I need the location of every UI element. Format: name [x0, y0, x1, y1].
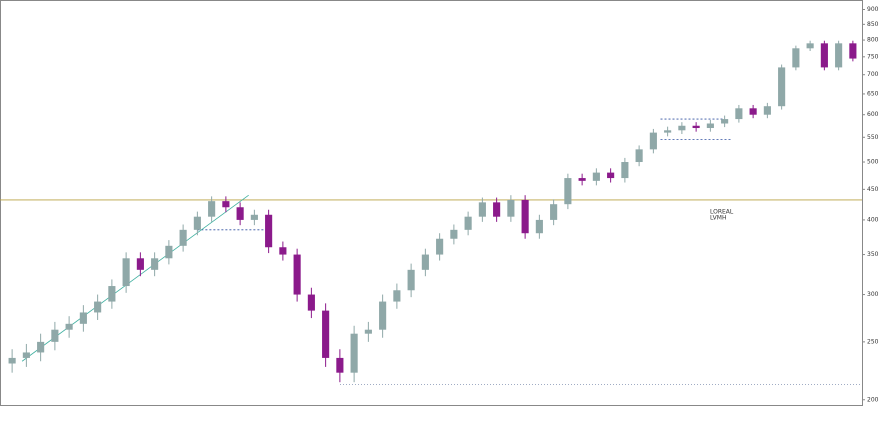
annotation: LOREAL [710, 209, 734, 216]
plot-frame [0, 0, 863, 406]
candle-body [222, 201, 230, 208]
y-tick-label: 500 [867, 159, 879, 166]
y-tick-label: 300 [867, 291, 879, 298]
y-tick-label: 550 [867, 134, 879, 141]
candle-body [165, 245, 173, 259]
candle-body [37, 341, 45, 353]
candle-body [464, 216, 472, 230]
y-tick-label: 450 [867, 186, 879, 193]
candle-body [692, 125, 700, 129]
candle-body [393, 290, 401, 302]
candle-body [208, 201, 216, 217]
candle-body [806, 43, 814, 49]
candle-body [122, 258, 130, 287]
candle-body [664, 130, 672, 133]
candle-body [578, 178, 586, 181]
candle-body [607, 172, 615, 179]
candle-body [649, 132, 657, 150]
trend-line [21, 194, 249, 362]
candle-body [236, 207, 244, 220]
y-tick-label: 700 [867, 71, 879, 78]
candle-body [735, 108, 743, 120]
candle-body [293, 254, 301, 295]
candle-body [535, 219, 543, 234]
candle-body [421, 254, 429, 270]
candle-body [849, 43, 857, 59]
candle-body [835, 43, 843, 68]
candle-body [79, 312, 87, 324]
candle-body [336, 357, 344, 373]
candle-body [250, 214, 258, 220]
candle-body [307, 294, 315, 311]
candle-body [450, 229, 458, 239]
candle-body [493, 202, 501, 217]
candle-body [22, 352, 30, 358]
candle-body [820, 43, 828, 68]
y-tick-label: 600 [867, 111, 879, 118]
candle-body [706, 123, 714, 129]
candle-body [94, 301, 102, 313]
candle-body [621, 162, 629, 179]
candle-body [108, 286, 116, 302]
candle-body [379, 301, 387, 330]
candle-body [721, 119, 729, 124]
annotation: LVMH [710, 215, 726, 222]
candle-body [136, 258, 144, 270]
y-tick-label: 350 [867, 251, 879, 258]
candle-body [8, 357, 16, 364]
candle-body [407, 269, 415, 291]
y-tick-label: 800 [867, 37, 879, 44]
y-tick-label: 650 [867, 90, 879, 97]
candle-body [151, 258, 159, 270]
y-tick-label: 250 [867, 338, 879, 345]
candle-body [279, 247, 287, 255]
y-tick-label: 850 [867, 21, 879, 28]
candle-body [179, 229, 187, 246]
candle-body [350, 333, 358, 373]
candle-body [65, 323, 73, 330]
candle-body [521, 199, 529, 234]
y-tick-label: 200 [867, 396, 879, 403]
candle-body [265, 214, 273, 248]
candle-body [364, 329, 372, 334]
candle-body [322, 310, 330, 358]
candle-body [478, 202, 486, 217]
candle-body [507, 199, 515, 217]
candle-body [51, 329, 59, 342]
candle-body [763, 106, 771, 115]
candle-body [564, 178, 572, 205]
candle-body [193, 216, 201, 230]
y-tick-label: 400 [867, 216, 879, 223]
candle-body [678, 125, 686, 131]
candle-body [749, 108, 757, 115]
candle-body [550, 204, 558, 220]
candle-body [592, 172, 600, 181]
candle-body [436, 238, 444, 255]
candle-body [778, 67, 786, 107]
candle-body [635, 149, 643, 163]
candle-body [792, 48, 800, 68]
y-tick-label: 900 [867, 6, 879, 13]
y-tick-label: 750 [867, 53, 879, 60]
